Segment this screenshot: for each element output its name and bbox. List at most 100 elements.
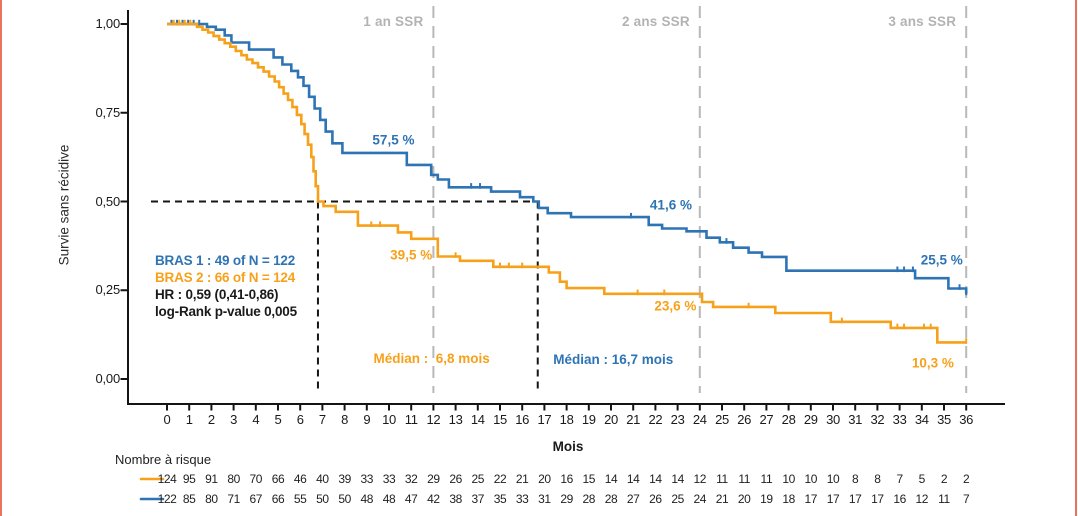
risk-value: 10: [782, 472, 795, 486]
risk-value: 2: [940, 472, 948, 486]
risk-value: 122: [157, 492, 177, 506]
x-tick-label: 10: [382, 412, 396, 427]
x-tick-label: 1: [185, 412, 193, 427]
risk-value: 12: [915, 492, 929, 506]
risk-value: 80: [205, 492, 218, 506]
risk-value: 20: [538, 472, 551, 486]
stats-line: log-Rank p-value 0,005: [155, 304, 297, 319]
risk-value: 85: [182, 492, 196, 506]
risk-value: 2: [963, 472, 970, 486]
x-tick-label: 8: [341, 412, 349, 427]
x-tick-label: 28: [781, 412, 796, 427]
percent-label: 25,5 %: [920, 252, 963, 268]
risk-value: 14: [626, 472, 640, 486]
risk-value: 33: [382, 472, 396, 486]
percent-label: 23,6 %: [654, 298, 697, 314]
risk-value: 33: [360, 472, 374, 486]
risk-value: 26: [649, 492, 662, 506]
risk-value: 47: [404, 492, 418, 506]
risk-value: 22: [493, 472, 507, 486]
x-tick-label: 20: [604, 412, 618, 427]
x-tick-label: 6: [296, 412, 304, 427]
x-tick-label: 31: [848, 412, 863, 427]
risk-value: 11: [760, 472, 773, 486]
x-tick-label: 4: [252, 412, 260, 427]
risk-value: 28: [582, 492, 596, 506]
risk-table-title: Nombre à risque: [115, 452, 212, 467]
risk-value: 37: [471, 492, 485, 506]
percent-label: 41,6 %: [649, 197, 692, 213]
median-label: Médian : 16,7 mois: [553, 351, 674, 367]
risk-value: 19: [760, 492, 773, 506]
x-tick-label: 7: [318, 412, 326, 427]
x-tick-label: 5: [274, 412, 282, 427]
risk-value: 24: [693, 492, 707, 506]
risk-value: 38: [449, 492, 462, 506]
risk-value: 17: [804, 492, 818, 506]
percent-label: 57,5 %: [372, 132, 415, 148]
y-tick-label: 0,75: [95, 104, 120, 120]
risk-value: 14: [671, 472, 684, 486]
x-tick-label: 15: [493, 412, 507, 427]
risk-value: 11: [938, 492, 950, 506]
survival-curve-bras1: [167, 22, 968, 294]
risk-value: 5: [918, 472, 926, 486]
risk-value: 67: [249, 492, 263, 506]
median-label: Médian : 6,8 mois: [373, 351, 490, 367]
axes: [127, 10, 1005, 405]
risk-value: 66: [271, 492, 285, 506]
risk-value: 95: [182, 472, 196, 486]
percent-label: 10,3 %: [911, 355, 954, 371]
risk-value: 29: [427, 472, 440, 486]
stats-line: BRAS 2 : 66 of N = 124: [155, 270, 296, 285]
x-tick-label: 2: [207, 412, 215, 427]
percent-label: 39,5 %: [390, 247, 433, 263]
risk-value: 48: [382, 492, 396, 506]
x-tick-label: 34: [914, 412, 929, 427]
risk-value: 16: [560, 472, 573, 486]
x-tick-label: 21: [626, 412, 641, 427]
x-tick-label: 12: [426, 412, 441, 427]
x-tick-label: 22: [648, 412, 663, 427]
x-tick-label: 33: [892, 412, 907, 427]
year-label-36: 3 ans SSR: [888, 14, 957, 29]
x-tick-label: 27: [759, 412, 774, 427]
risk-value: 11: [716, 472, 728, 486]
risk-value: 50: [338, 492, 351, 506]
x-tick-label: 35: [937, 412, 951, 427]
year-label-12: 1 an SSR: [363, 14, 424, 29]
risk-value: 17: [848, 492, 862, 506]
risk-value: 25: [471, 472, 485, 486]
risk-value: 10: [826, 472, 840, 486]
risk-value: 14: [604, 472, 618, 486]
x-tick-label: 16: [515, 412, 530, 427]
risk-value: 91: [205, 472, 218, 486]
x-tick-label: 18: [559, 412, 574, 427]
risk-value: 28: [604, 492, 618, 506]
x-tick-label: 14: [470, 412, 485, 427]
x-tick-label: 25: [715, 412, 729, 427]
x-tick-label: 24: [692, 412, 707, 427]
y-axis-title: Survie sans récidive: [56, 144, 72, 266]
x-tick-label: 23: [670, 412, 685, 427]
risk-value: 66: [271, 472, 285, 486]
y-tick-label: 0,50: [95, 193, 120, 209]
risk-value: 18: [782, 492, 795, 506]
risk-value: 55: [293, 492, 307, 506]
risk-value: 25: [671, 492, 684, 506]
figure-frame-right-border: [1075, 0, 1077, 516]
risk-value: 8: [852, 472, 859, 486]
risk-value: 70: [249, 472, 263, 486]
risk-value: 39: [338, 472, 351, 486]
y-tick-label: 0,25: [95, 282, 120, 298]
stats-line: HR : 0,59 (0,41-0,86): [155, 287, 279, 302]
risk-value: 40: [316, 472, 329, 486]
risk-value: 17: [871, 492, 884, 506]
risk-value: 17: [826, 492, 840, 506]
x-tick-label: 29: [803, 412, 818, 427]
risk-value: 10: [804, 472, 818, 486]
risk-value: 124: [157, 472, 177, 486]
risk-value: 80: [227, 472, 240, 486]
